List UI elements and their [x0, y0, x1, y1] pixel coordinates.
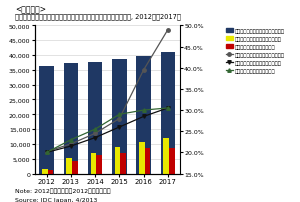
Bar	[139, 143, 145, 174]
Bar	[67, 158, 72, 174]
Bar	[160, 53, 175, 174]
Legend: 法人向けクライアント累計稼働台数, 法人利用スマートフォン加入者数, 法人利用タブレット稼働台数, 法人向けクライアント仮想化導入率, 法人利用スマートフォン仮: 法人向けクライアント累計稼働台数, 法人利用スマートフォン加入者数, 法人利用タ…	[226, 29, 285, 73]
Bar	[72, 161, 77, 174]
Bar	[169, 149, 175, 174]
Bar	[64, 64, 78, 174]
Bar	[88, 63, 102, 174]
Bar	[48, 170, 53, 174]
Bar	[145, 149, 150, 174]
Bar	[112, 60, 127, 174]
Bar	[121, 153, 126, 174]
Bar	[39, 67, 54, 174]
Bar	[115, 147, 121, 174]
Text: 国内クライアント仮想化／モバイル仮想化デバイス別導入率予測, 2012年－2017年: 国内クライアント仮想化／モバイル仮想化デバイス別導入率予測, 2012年－201…	[15, 13, 181, 20]
Text: Source: IDC Japan, 4/2013: Source: IDC Japan, 4/2013	[15, 197, 98, 202]
Bar	[136, 56, 151, 174]
Text: <参考資料>: <参考資料>	[15, 5, 46, 14]
Text: Note: 2012年は実績値、2012年以降は予測: Note: 2012年は実績値、2012年以降は予測	[15, 188, 111, 194]
Bar	[42, 169, 48, 174]
Bar	[91, 153, 96, 174]
Bar	[96, 155, 102, 174]
Bar	[164, 138, 169, 174]
